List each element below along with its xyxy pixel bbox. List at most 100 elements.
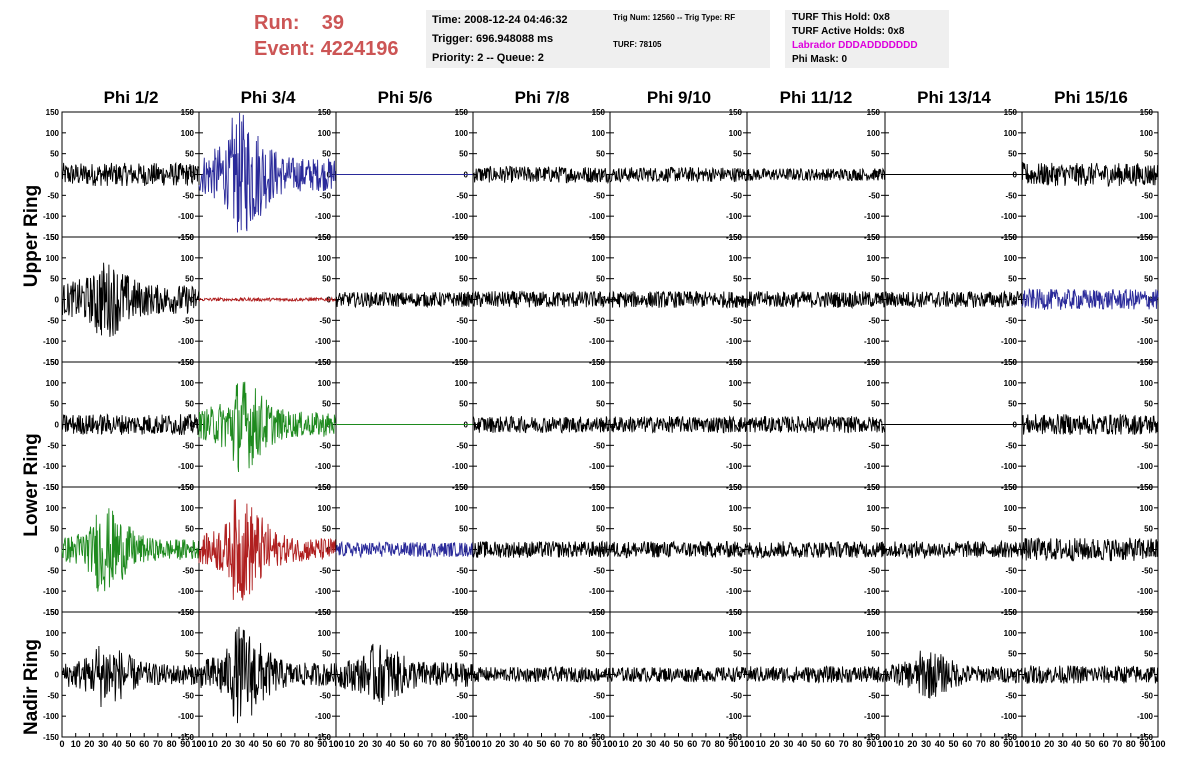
y-tick-label: 100 xyxy=(1004,129,1018,138)
waveform-trace xyxy=(198,499,337,601)
y-tick-label: 150 xyxy=(592,108,606,117)
x-tick-label: 0 xyxy=(333,739,338,749)
phi-label: Phi 13/14 xyxy=(917,88,991,107)
y-tick-label: 100 xyxy=(318,129,332,138)
y-tick-label: -100 xyxy=(43,337,60,346)
y-tick-label: -50 xyxy=(1005,316,1017,325)
y-tick-label: -100 xyxy=(1001,587,1018,596)
y-tick-label: 150 xyxy=(318,108,332,117)
y-tick-label: -50 xyxy=(456,191,468,200)
y-tick-label: -100 xyxy=(589,712,606,721)
trig-text: Trig Num: 12560 -- Trig Type: RF xyxy=(613,13,736,22)
y-tick-label: 100 xyxy=(1004,379,1018,388)
y-tick-label: -100 xyxy=(315,337,332,346)
x-tick-label: 20 xyxy=(907,739,917,749)
y-tick-label: -100 xyxy=(589,587,606,596)
x-tick-label: 0 xyxy=(882,739,887,749)
y-tick-label: 50 xyxy=(1144,275,1153,284)
waveform-trace xyxy=(1021,287,1159,310)
x-tick-label: 20 xyxy=(221,739,231,749)
y-tick-label: -50 xyxy=(730,566,742,575)
x-tick-label: 0 xyxy=(1019,739,1024,749)
y-tick-label: 100 xyxy=(729,254,743,263)
y-tick-label: 0 xyxy=(55,671,60,680)
y-tick-label: -100 xyxy=(43,712,60,721)
y-tick-label: -150 xyxy=(315,733,332,742)
y-tick-label: 100 xyxy=(592,254,606,263)
y-tick-label: 150 xyxy=(1140,358,1154,367)
y-tick-label: -100 xyxy=(452,212,469,221)
x-tick-label: 10 xyxy=(619,739,629,749)
x-tick-label: 60 xyxy=(825,739,835,749)
y-tick-label: 0 xyxy=(464,421,469,430)
waveform-trace xyxy=(746,541,886,560)
x-tick-label: 100 xyxy=(602,739,617,749)
x-tick-label: 10 xyxy=(894,739,904,749)
x-tick-label: 90 xyxy=(866,739,876,749)
waveform-trace xyxy=(472,165,611,185)
y-tick-label: 100 xyxy=(1140,629,1154,638)
y-tick-label: -50 xyxy=(730,691,742,700)
y-tick-label: -50 xyxy=(47,316,59,325)
y-tick-label: 100 xyxy=(1140,379,1154,388)
x-tick-label: 60 xyxy=(139,739,149,749)
y-tick-label: -50 xyxy=(47,191,59,200)
y-tick-label: 0 xyxy=(738,546,743,555)
y-tick-label: 100 xyxy=(318,254,332,263)
y-tick-label: 50 xyxy=(1144,150,1153,159)
x-tick-label: 70 xyxy=(153,739,163,749)
x-tick-label: 60 xyxy=(413,739,423,749)
x-tick-label: 50 xyxy=(399,739,409,749)
y-tick-label: -150 xyxy=(43,233,60,242)
waveform-trace xyxy=(198,381,337,473)
y-tick-label: 150 xyxy=(592,233,606,242)
y-tick-label: 50 xyxy=(50,525,59,534)
y-tick-label: 50 xyxy=(733,150,742,159)
y-tick-label: 0 xyxy=(464,171,469,180)
phi-label: Phi 7/8 xyxy=(514,88,570,107)
y-tick-label: -100 xyxy=(589,337,606,346)
y-tick-label: -100 xyxy=(43,587,60,596)
y-tick-label: 50 xyxy=(733,650,742,659)
x-tick-label: 40 xyxy=(797,739,807,749)
y-tick-label: -100 xyxy=(452,337,469,346)
y-tick-label: 50 xyxy=(1008,400,1017,409)
y-tick-label: -100 xyxy=(452,712,469,721)
x-tick-label: 80 xyxy=(1126,739,1136,749)
x-tick-label: 80 xyxy=(990,739,1000,749)
y-tick-label: 50 xyxy=(1144,400,1153,409)
x-tick-label: 90 xyxy=(1139,739,1149,749)
y-tick-label: 100 xyxy=(729,629,743,638)
y-tick-label: 50 xyxy=(596,400,605,409)
y-tick-label: -50 xyxy=(1141,441,1153,450)
y-tick-label: 100 xyxy=(181,129,195,138)
run-row: Run: 39 xyxy=(254,10,399,36)
y-tick-label: 150 xyxy=(318,608,332,617)
waveform-trace xyxy=(335,643,474,705)
turf-info-box: TURF This Hold: 0x8 TURF Active Holds: 0… xyxy=(785,10,949,68)
x-tick-label: 30 xyxy=(646,739,656,749)
y-tick-label: -100 xyxy=(315,212,332,221)
y-tick-label: 0 xyxy=(55,421,60,430)
y-tick-label: -100 xyxy=(315,462,332,471)
y-tick-label: 100 xyxy=(592,504,606,513)
waveform-panel: 150 150 100 100 50 50 0 0 -50 -50 -100 -100 -150 -150 xyxy=(43,483,200,617)
y-tick-label: 150 xyxy=(867,233,881,242)
y-tick-label: 150 xyxy=(729,108,743,117)
y-tick-label: -50 xyxy=(1141,566,1153,575)
y-tick-label: 100 xyxy=(1140,504,1154,513)
y-tick-label: 50 xyxy=(871,150,880,159)
waveform-trace xyxy=(472,540,611,558)
y-tick-label: 150 xyxy=(46,108,60,117)
y-tick-label: -50 xyxy=(456,316,468,325)
y-tick-label: -100 xyxy=(178,587,195,596)
y-tick-label: -150 xyxy=(43,483,60,492)
x-tick-label: 30 xyxy=(372,739,382,749)
